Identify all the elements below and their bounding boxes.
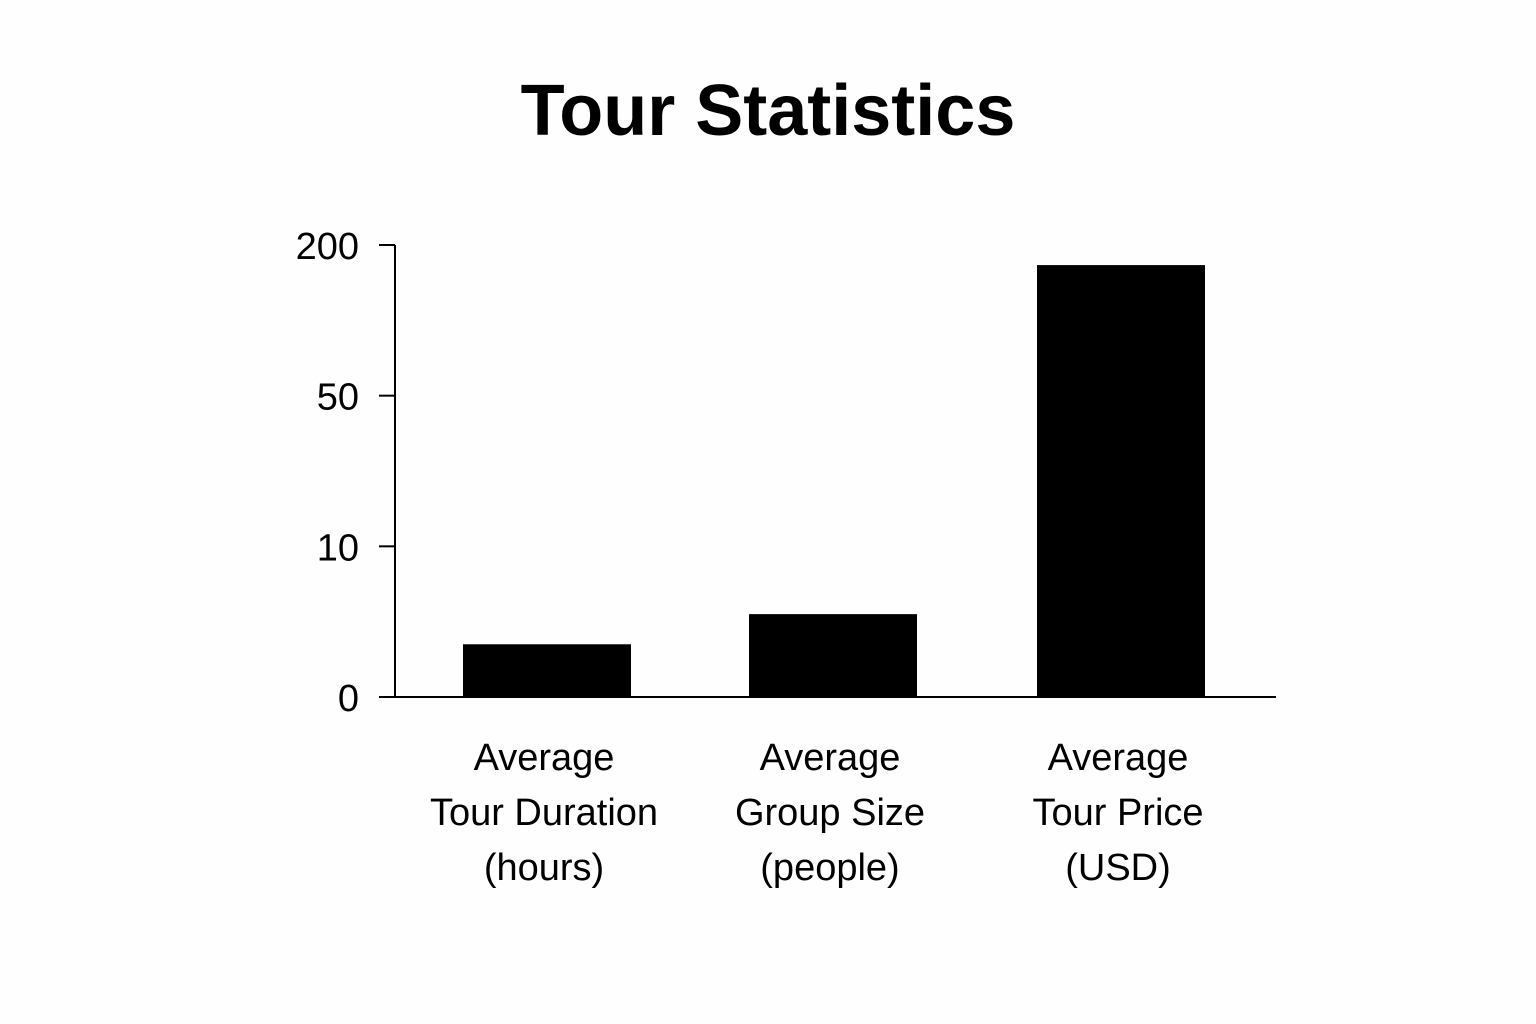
bars [463, 265, 1205, 697]
x-category-label: Group Size [735, 792, 925, 834]
x-category-label: Average [474, 737, 615, 779]
bar [463, 644, 631, 697]
y-tick-label: 10 [317, 527, 359, 569]
x-category-label: Tour Duration [430, 792, 658, 834]
bar [1037, 265, 1205, 697]
bar [749, 614, 917, 697]
y-tick-label: 200 [296, 226, 359, 268]
x-category-label: (USD) [1065, 847, 1171, 889]
x-category-label: Tour Price [1032, 792, 1203, 834]
y-tick-label: 50 [317, 377, 359, 419]
category-labels: Average Tour Duration (hours) Average Group … [430, 737, 1204, 889]
chart-title: Tour Statistics [520, 71, 1016, 151]
y-tick-label: 0 [338, 678, 359, 720]
x-category-label: Average [1048, 737, 1189, 779]
x-category-label: Average [760, 737, 901, 779]
x-category-label: (people) [760, 847, 899, 889]
x-category-label: (hours) [484, 847, 604, 889]
y-axis: 0 10 50 200 [296, 226, 396, 720]
